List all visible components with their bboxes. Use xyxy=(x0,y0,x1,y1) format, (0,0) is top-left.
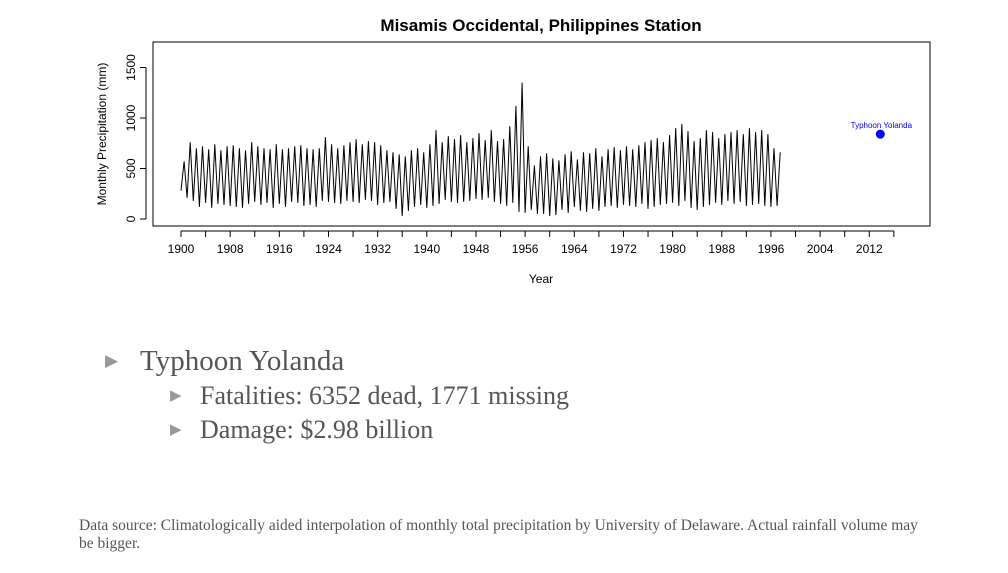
typhoon-yolanda-marker xyxy=(875,129,885,139)
data-source-footnote: Data source: Climatologically aided inte… xyxy=(79,517,918,552)
x-tick-label: 1980 xyxy=(659,242,686,256)
y-tick-label: 500 xyxy=(124,158,138,178)
x-tick-label: 1948 xyxy=(463,242,490,256)
plot-frame xyxy=(152,41,931,227)
x-tick-label: 1940 xyxy=(413,242,440,256)
x-tick-label: 1932 xyxy=(364,242,391,256)
x-tick-label: 1956 xyxy=(512,242,539,256)
y-tick-label: 1500 xyxy=(124,54,138,81)
precipitation-series-line xyxy=(180,82,781,217)
bullet-arrow-icon: ▶ xyxy=(170,420,182,438)
typhoon-yolanda-label: Typhoon Yolanda xyxy=(851,121,913,130)
y-axis-label: Monthly Precipitation (mm) xyxy=(95,63,109,206)
x-tick-label: 1988 xyxy=(708,242,735,256)
x-tick-label: 1924 xyxy=(315,242,342,256)
y-tick-label: 0 xyxy=(124,215,138,222)
x-tick-label: 1964 xyxy=(561,242,588,256)
y-tick-label: 1000 xyxy=(124,104,138,131)
x-tick-label: 2012 xyxy=(856,242,883,256)
bullet-arrow-icon: ▶ xyxy=(170,386,182,404)
x-axis: 1900 1908 1916 1924 1932 1940 1948 1956 1964 1972… xyxy=(168,230,895,256)
precipitation-chart: Misamis Occidental, Philippines Station … xyxy=(95,16,931,286)
x-tick-label: 1908 xyxy=(217,242,244,256)
bullet-sub-text: Damage: $2.98 billion xyxy=(200,415,434,444)
y-axis: 0 500 1000 1500 xyxy=(124,54,147,222)
x-tick-label: 1972 xyxy=(610,242,637,256)
x-tick-label: 1900 xyxy=(168,242,195,256)
x-axis-label: Year xyxy=(529,272,553,286)
bullet-sub-text: Fatalities: 6352 dead, 1771 missing xyxy=(200,381,570,410)
x-tick-label: 2004 xyxy=(807,242,834,256)
bullet-main-text: Typhoon Yolanda xyxy=(140,345,345,377)
chart-title: Misamis Occidental, Philippines Station xyxy=(380,16,701,35)
x-tick-label: 1916 xyxy=(266,242,293,256)
bullet-arrow-icon: ▶ xyxy=(105,351,119,371)
x-tick-label: 1996 xyxy=(758,242,785,256)
